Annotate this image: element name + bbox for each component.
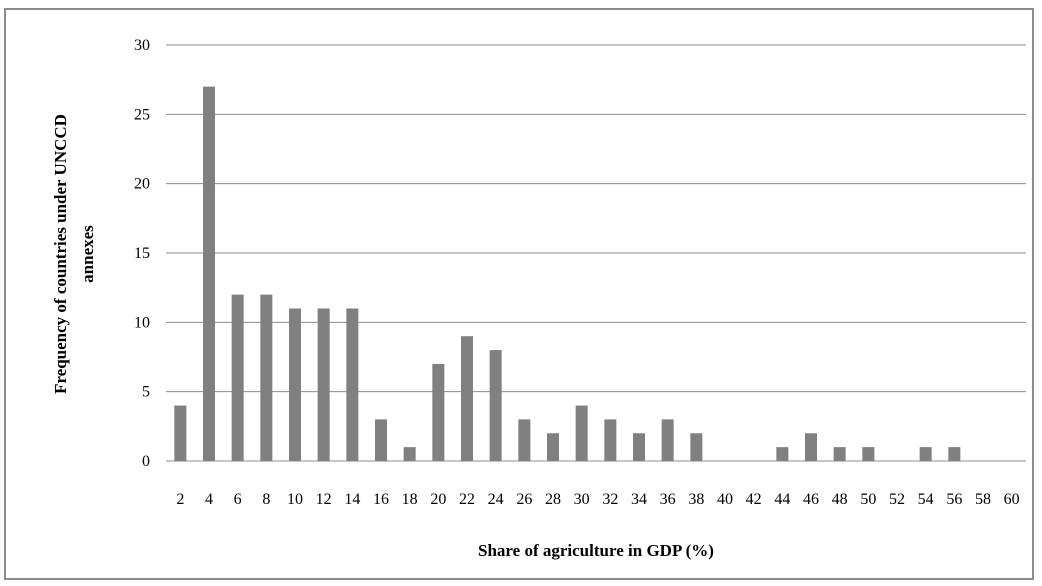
x-tick-label: 24 xyxy=(488,491,504,508)
bar-48 xyxy=(833,447,846,461)
x-tick-label: 18 xyxy=(402,491,418,508)
x-tick-label: 56 xyxy=(946,491,962,508)
x-tick-label: 22 xyxy=(459,491,475,508)
y-tick-label: 20 xyxy=(134,176,150,193)
x-tick-label: 26 xyxy=(516,491,532,508)
x-tick-label: 6 xyxy=(234,491,242,508)
bars xyxy=(174,86,961,461)
bar-34 xyxy=(633,433,645,461)
bar-46 xyxy=(805,433,817,461)
x-tick-label: 32 xyxy=(602,491,618,508)
bar-28 xyxy=(547,433,559,461)
y-tick-label: 30 xyxy=(134,37,150,54)
y-axis-title-line-1: Frequency of countries under UNCCD xyxy=(51,114,70,394)
y-tick-label: 25 xyxy=(134,106,150,123)
bar-6 xyxy=(231,294,244,461)
bar-26 xyxy=(518,419,531,461)
bar-54 xyxy=(919,447,932,461)
y-tick-label: 5 xyxy=(142,384,150,401)
y-axis-title: Frequency of countries under UNCCD annex… xyxy=(51,114,97,394)
x-tick-label: 12 xyxy=(316,491,332,508)
bar-50 xyxy=(862,447,875,461)
x-tick-label: 58 xyxy=(975,491,991,508)
x-tick-label: 14 xyxy=(344,491,360,508)
bar-2 xyxy=(174,405,187,461)
x-tick-label: 48 xyxy=(832,491,848,508)
bar-4 xyxy=(203,86,215,461)
bar-12 xyxy=(317,308,330,461)
x-tick-label: 52 xyxy=(889,491,905,508)
x-tick-label: 46 xyxy=(803,491,819,508)
x-tick-label: 54 xyxy=(918,491,934,508)
x-tick-label: 2 xyxy=(176,491,184,508)
bar-36 xyxy=(661,419,674,461)
x-tick-label: 38 xyxy=(688,491,704,508)
y-tick-labels: 0 5 10 15 20 25 30 xyxy=(134,37,150,470)
x-tick-label: 42 xyxy=(746,491,762,508)
bar-32 xyxy=(604,419,617,461)
bar-18 xyxy=(403,447,416,461)
x-tick-label: 20 xyxy=(430,491,446,508)
bar-16 xyxy=(375,419,387,461)
bar-10 xyxy=(289,308,301,461)
x-tick-label: 36 xyxy=(660,491,676,508)
bar-56 xyxy=(948,447,961,461)
bar-22 xyxy=(461,336,473,461)
y-tick-label: 10 xyxy=(134,314,150,331)
bar-8 xyxy=(260,294,273,461)
x-axis-title: Share of agriculture in GDP (%) xyxy=(478,541,714,560)
x-tick-label: 50 xyxy=(860,491,876,508)
x-tick-labels: 2 4 6 8 10 12 14 16 18 20 22 24 26 28 30 32 34 36 38 40 42 44… xyxy=(176,491,1019,508)
gridlines xyxy=(166,44,1026,462)
x-tick-label: 8 xyxy=(262,491,270,508)
bar-30 xyxy=(575,405,588,461)
y-axis-title-line-2: annexes xyxy=(78,225,97,283)
bar-14 xyxy=(346,308,359,461)
y-tick-label: 0 xyxy=(142,453,150,470)
chart-frame xyxy=(4,8,1034,580)
bar-44 xyxy=(776,447,789,461)
x-tick-label: 44 xyxy=(774,491,790,508)
bar-38 xyxy=(690,433,703,461)
x-tick-label: 34 xyxy=(631,491,647,508)
x-tick-label: 40 xyxy=(717,491,733,508)
x-tick-label: 30 xyxy=(574,491,590,508)
y-tick-label: 15 xyxy=(134,245,150,262)
x-tick-label: 28 xyxy=(545,491,561,508)
x-tick-label: 60 xyxy=(1004,491,1020,508)
bar-20 xyxy=(432,363,445,461)
bar-24 xyxy=(489,350,502,461)
x-tick-label: 16 xyxy=(373,491,389,508)
x-tick-label: 4 xyxy=(205,491,213,508)
x-tick-label: 10 xyxy=(287,491,303,508)
